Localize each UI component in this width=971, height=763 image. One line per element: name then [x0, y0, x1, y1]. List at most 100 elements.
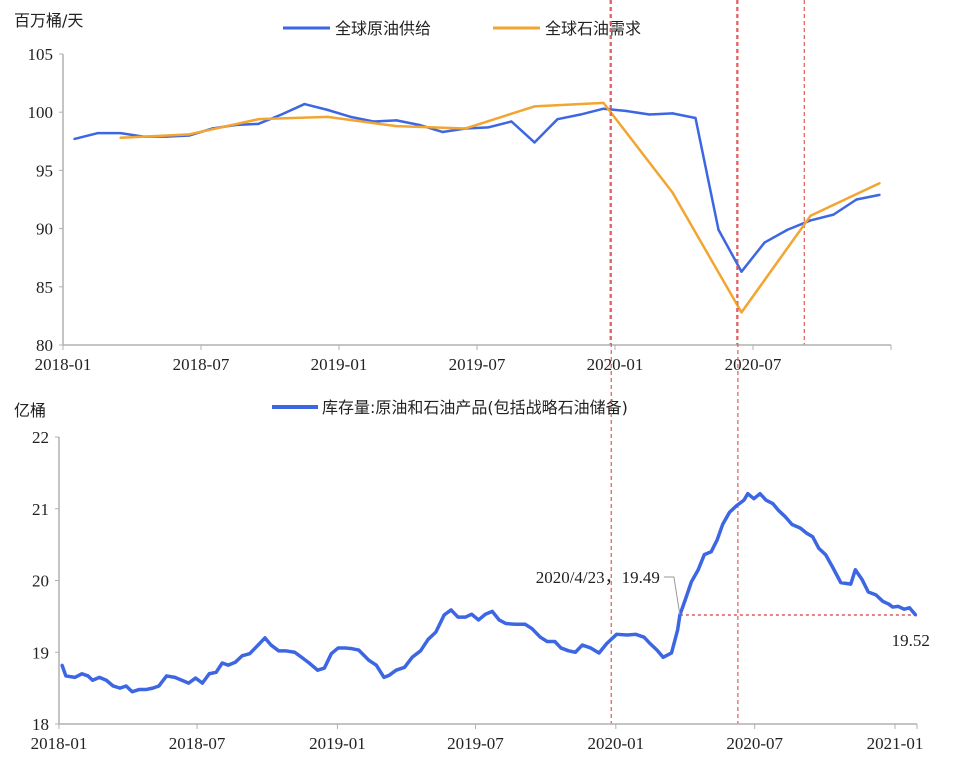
x-tick-label: 2019-01 — [311, 355, 368, 374]
data-point-inventory — [207, 672, 211, 676]
data-point-inventory — [483, 612, 487, 616]
data-point-inventory — [655, 648, 659, 652]
y-tick-label: 18 — [32, 715, 49, 734]
data-point-supply — [625, 109, 628, 113]
data-point-inventory — [817, 546, 821, 550]
data-point-supply — [556, 117, 559, 121]
data-point-inventory — [426, 637, 430, 641]
data-point-supply — [73, 137, 76, 141]
data-point-supply — [717, 228, 720, 231]
data-point-inventory — [559, 646, 563, 650]
data-point-inventory — [776, 508, 780, 512]
data-point-inventory — [165, 674, 169, 678]
data-point-inventory — [830, 565, 834, 569]
data-point-inventory — [696, 568, 700, 572]
top-reference-lines — [609, 0, 805, 345]
top-series — [73, 101, 881, 314]
data-point-inventory — [914, 613, 918, 617]
data-point-supply — [257, 122, 260, 126]
data-point-inventory — [91, 678, 95, 682]
data-point-inventory — [625, 633, 629, 637]
data-point-inventory — [144, 688, 148, 692]
data-point-inventory — [727, 510, 731, 514]
data-point-inventory — [605, 642, 609, 646]
annotation-end-value: 19.52 — [892, 631, 930, 650]
data-point-demand — [809, 214, 812, 217]
data-point-inventory — [80, 672, 84, 676]
y-tick-label: 105 — [28, 45, 54, 64]
data-point-supply — [326, 108, 329, 112]
data-point-inventory — [490, 609, 494, 613]
data-point-inventory — [523, 622, 527, 626]
data-point-inventory — [734, 504, 738, 508]
data-point-inventory — [86, 674, 90, 678]
data-point-supply — [510, 120, 513, 123]
x-tick-label: 2021-01 — [867, 734, 924, 753]
data-point-supply — [648, 113, 651, 116]
bottom-chart: 亿桶 库存量:原油和石油产品(包括战略石油储备) 18 19 20 21 22 2018-… — [14, 0, 930, 753]
data-point-supply — [855, 198, 858, 201]
x-tick-label: 2019-07 — [447, 734, 504, 753]
data-point-inventory — [277, 649, 281, 653]
y-tick-label: 100 — [28, 103, 54, 122]
data-point-inventory — [374, 663, 378, 667]
data-point-inventory — [97, 675, 101, 679]
data-point-inventory — [60, 663, 64, 667]
bottom-annotations: 2020/4/23，19.49 19.52 — [536, 568, 930, 650]
data-point-inventory — [111, 684, 115, 688]
data-point-inventory — [263, 636, 267, 640]
data-point-inventory — [849, 582, 853, 586]
data-point-supply — [441, 130, 444, 134]
data-point-inventory — [394, 668, 398, 672]
y-tick-label: 85 — [36, 278, 53, 297]
data-point-inventory — [689, 580, 693, 584]
data-point-inventory — [545, 639, 549, 643]
data-point-inventory — [403, 665, 407, 669]
legend-label-demand: 全球石油需求 — [545, 19, 641, 38]
x-tick-label: 2018-01 — [35, 355, 92, 374]
data-point-inventory — [350, 647, 354, 651]
bottom-y-axis-unit: 亿桶 — [14, 401, 46, 420]
data-point-demand — [119, 136, 122, 140]
data-point-inventory — [742, 498, 746, 502]
data-point-supply — [395, 119, 398, 122]
data-point-inventory — [715, 538, 719, 542]
x-tick-label: 2019-07 — [449, 355, 506, 374]
top-axes: 80 85 90 95 100 105 2018-01 2018-07 2019-01 2019-… — [28, 45, 892, 374]
data-point-inventory — [124, 684, 128, 688]
data-point-demand — [464, 127, 467, 130]
data-point-inventory — [382, 675, 386, 679]
data-point-demand — [533, 105, 536, 108]
data-point-inventory — [336, 646, 340, 650]
data-point-supply — [487, 126, 490, 129]
data-point-supply — [602, 107, 605, 110]
data-point-supply — [763, 241, 766, 244]
data-point-inventory — [151, 686, 155, 690]
data-point-inventory — [764, 498, 768, 502]
data-point-inventory — [790, 523, 794, 527]
data-point-inventory — [200, 681, 204, 685]
data-point-demand — [671, 191, 674, 194]
data-point-inventory — [530, 627, 534, 631]
x-tick-label: 2018-01 — [31, 734, 88, 753]
x-tick-label: 2020-01 — [587, 734, 644, 753]
data-point-inventory — [104, 678, 108, 682]
data-point-inventory — [187, 681, 191, 685]
data-point-supply — [671, 112, 674, 115]
data-point-inventory — [887, 602, 891, 606]
data-point-inventory — [220, 661, 224, 665]
data-point-inventory — [434, 630, 438, 634]
top-legend: 全球原油供给 全球石油需求 — [283, 19, 641, 38]
data-point-inventory — [798, 526, 802, 530]
data-point-inventory — [130, 690, 134, 694]
data-point-inventory — [709, 550, 713, 554]
data-point-supply — [280, 113, 283, 116]
data-point-inventory — [137, 688, 141, 692]
data-point-inventory — [634, 632, 638, 636]
data-point-inventory — [573, 650, 577, 654]
data-point-inventory — [118, 686, 122, 690]
legend-label-supply: 全球原油供给 — [335, 19, 431, 38]
data-point-demand — [326, 115, 329, 119]
data-point-inventory — [343, 646, 347, 650]
